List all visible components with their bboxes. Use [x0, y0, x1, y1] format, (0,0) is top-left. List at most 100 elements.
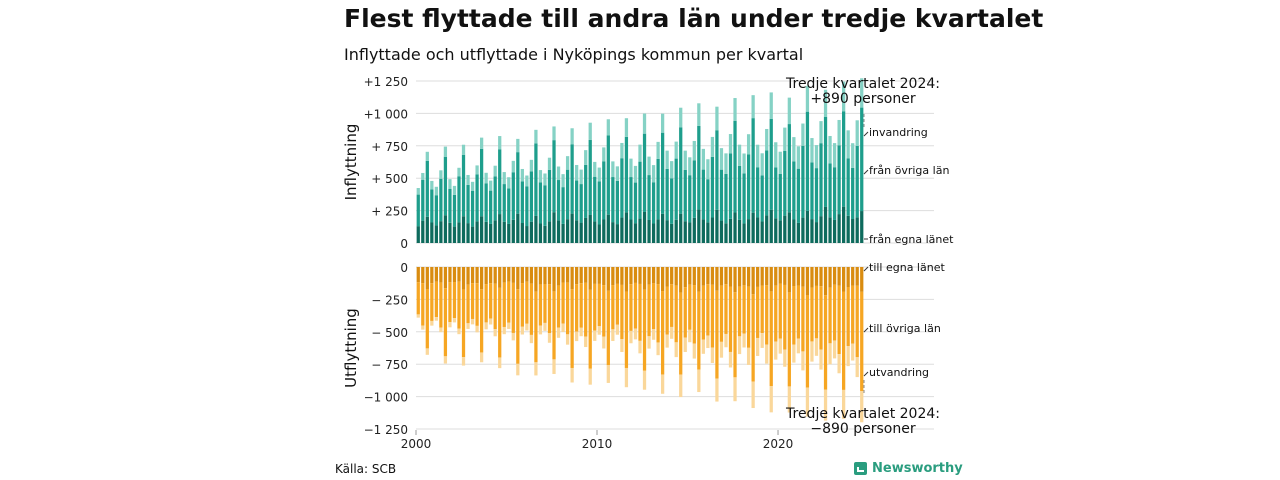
- bar-segment: [855, 285, 859, 358]
- bar-segment: [584, 336, 588, 348]
- bar-segment: [660, 267, 665, 292]
- bar-segment: [710, 267, 715, 285]
- bar-segment: [439, 170, 443, 179]
- bar-segment: [547, 267, 552, 285]
- bar-segment: [534, 215, 538, 243]
- bar-segment: [810, 267, 814, 288]
- bar-segment: [624, 212, 629, 243]
- bar-segment: [728, 134, 733, 154]
- bar-segment: [769, 291, 773, 387]
- bar-segment: [837, 145, 841, 215]
- bar-segment: [832, 267, 837, 285]
- bar-segment: [529, 334, 534, 344]
- bar-segment: [697, 369, 701, 393]
- bar-segment: [805, 210, 810, 243]
- bar-segment: [606, 267, 610, 291]
- bar-segment: [728, 267, 733, 287]
- bar-segment: [765, 215, 769, 243]
- bar-segment: [538, 325, 543, 335]
- bar-segment: [719, 267, 724, 286]
- bar-segment: [584, 164, 588, 218]
- bar-segment: [837, 214, 841, 243]
- bar-segment: [823, 117, 828, 207]
- bar-segment: [507, 267, 511, 282]
- bar-segment: [597, 283, 601, 327]
- bar-segment: [688, 175, 692, 223]
- bar-segment: [629, 158, 633, 178]
- bar-segment: [828, 135, 832, 164]
- bar-segment: [579, 267, 583, 284]
- bar-segment: [756, 167, 760, 218]
- bar-segment: [597, 181, 601, 225]
- bar-segment: [479, 289, 484, 353]
- bar-segment: [647, 219, 651, 243]
- bar-segment: [552, 126, 556, 141]
- bar-segment: [746, 134, 751, 155]
- y-tick-label: − 500: [371, 326, 408, 340]
- bar-segment: [489, 267, 493, 284]
- bar-segment: [697, 209, 701, 243]
- bar-segment: [633, 182, 638, 224]
- bar-segment: [683, 337, 687, 352]
- bar-segment: [846, 346, 850, 367]
- bar-segment: [461, 154, 466, 217]
- bar-segment: [647, 267, 651, 285]
- bar-segment: [461, 267, 466, 290]
- bar-segment: [470, 226, 475, 243]
- bar-segment: [842, 81, 846, 112]
- x-tick-label: 2020: [763, 437, 794, 451]
- bar-segment: [611, 285, 615, 330]
- series-label: från övriga län: [869, 164, 949, 177]
- bar-segment: [615, 283, 620, 325]
- series-label-leader: [863, 169, 869, 175]
- bar-segment: [421, 172, 425, 180]
- bar-segment: [814, 168, 819, 223]
- bar-segment: [466, 184, 470, 224]
- bar-segment: [742, 223, 746, 243]
- bar-segment: [593, 176, 597, 222]
- bar-segment: [688, 329, 692, 343]
- bar-segment: [439, 221, 443, 243]
- bar-segment: [674, 267, 678, 286]
- bar-segment: [638, 161, 642, 219]
- annotation-text: Tredje kvartalet 2024:: [785, 406, 940, 422]
- bar-segment: [751, 381, 755, 409]
- bar-segment: [737, 219, 742, 243]
- bar-segment: [484, 322, 488, 330]
- bar-segment: [801, 123, 805, 146]
- bar-segment: [814, 338, 819, 356]
- bar-segment: [823, 295, 828, 390]
- bar-segment: [728, 153, 733, 219]
- bar-segment: [502, 184, 506, 222]
- bar-segment: [498, 149, 502, 215]
- bar-segment: [620, 217, 624, 243]
- bar-segment: [611, 177, 615, 223]
- bar-segment: [851, 267, 855, 286]
- bar-segment: [579, 327, 583, 337]
- bar-segment: [479, 137, 484, 149]
- bar-segment: [575, 180, 579, 221]
- series-label: utvandring: [869, 366, 929, 379]
- bar-segment: [629, 267, 633, 285]
- bar-segment: [810, 287, 814, 342]
- bar-segment: [656, 141, 660, 159]
- bar-segment: [697, 103, 701, 126]
- bar-segment: [656, 284, 660, 343]
- bar-segment: [597, 167, 601, 182]
- bar-segment: [498, 287, 502, 358]
- bar-segment: [760, 153, 764, 176]
- bar-segment: [715, 378, 719, 402]
- bar-segment: [701, 267, 705, 286]
- bar-segment: [602, 147, 606, 162]
- bar-segment: [851, 285, 855, 344]
- bar-segment: [842, 389, 846, 419]
- bar-segment: [575, 267, 579, 285]
- bar-segment: [511, 160, 515, 173]
- bar-segment: [475, 267, 479, 284]
- series-label: från egna länet: [869, 233, 954, 246]
- bar-segment: [692, 285, 696, 344]
- bar-segment: [842, 267, 846, 292]
- bar-segment: [602, 219, 606, 243]
- bar-segment: [489, 180, 493, 191]
- bar-segment: [674, 158, 678, 220]
